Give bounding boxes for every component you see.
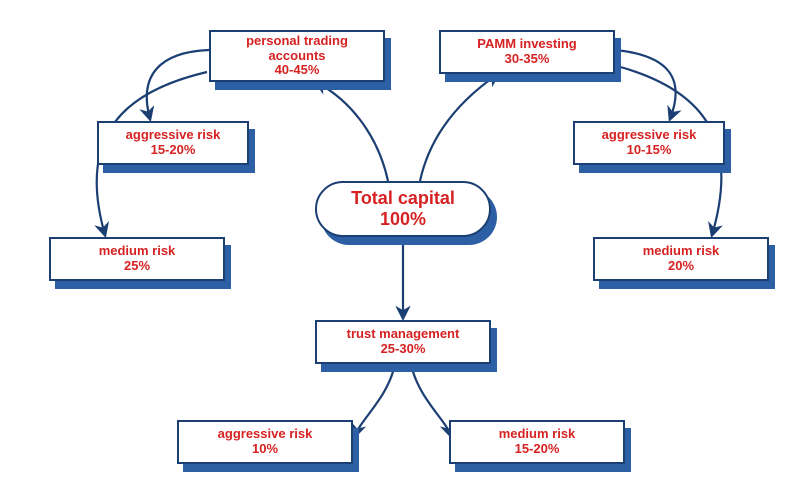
node-box: aggressive risk10% [177,420,353,464]
node-label-line: medium risk [99,243,176,258]
node-agg_b: aggressive risk10% [177,420,353,464]
node-label-line: trust management [347,326,460,341]
node-trust: trust management25-30% [315,320,491,364]
node-box: medium risk15-20% [449,420,625,464]
node-label-line: medium risk [643,243,720,258]
node-label-line: 15-20% [515,441,560,456]
node-pamm: PAMM investing30-35% [439,30,615,74]
node-med_b: medium risk15-20% [449,420,625,464]
node-label: PAMM investing30-35% [477,37,576,67]
node-box: aggressive risk15-20% [97,121,249,165]
node-label: aggressive risk10% [218,427,313,457]
node-label-line: 100% [380,209,426,229]
node-label-line: personal trading [246,33,348,48]
node-box: PAMM investing30-35% [439,30,615,74]
node-label-line: aggressive risk [218,426,313,441]
node-box: medium risk20% [593,237,769,281]
edge-root-pta [316,82,388,181]
node-med_l: medium risk25% [49,237,225,281]
node-label: medium risk20% [643,244,720,274]
node-label: aggressive risk10-15% [602,128,697,158]
node-box: Total capital100% [315,181,491,237]
node-label-line: medium risk [499,426,576,441]
node-box: personal tradingaccounts40-45% [209,30,385,82]
node-label-line: aggressive risk [602,127,697,142]
node-box: trust management25-30% [315,320,491,364]
node-label-line: 30-35% [505,51,550,66]
node-label: Total capital100% [351,188,455,229]
node-label-line: Total capital [351,188,455,208]
node-label-line: 20% [668,258,694,273]
edge-trust-agg_b [355,364,395,436]
edge-pta-agg_l [147,50,209,119]
node-pta: personal tradingaccounts40-45% [209,30,385,82]
node-label-line: 25% [124,258,150,273]
node-agg_l: aggressive risk15-20% [97,121,249,165]
edge-root-pamm [420,74,498,181]
node-med_r: medium risk20% [593,237,769,281]
node-label-line: 10-15% [627,142,672,157]
edge-trust-med_b [411,364,451,436]
node-label-line: 15-20% [151,142,196,157]
node-box: aggressive risk10-15% [573,121,725,165]
node-label-line: 10% [252,441,278,456]
node-label-line: accounts [268,48,325,63]
node-label: medium risk25% [99,244,176,274]
node-label-line: 25-30% [381,341,426,356]
edge-pamm-agg_r [615,50,676,119]
node-label: trust management25-30% [347,327,460,357]
node-label: aggressive risk15-20% [126,128,221,158]
node-label: medium risk15-20% [499,427,576,457]
node-agg_r: aggressive risk10-15% [573,121,725,165]
node-box: medium risk25% [49,237,225,281]
node-label-line: PAMM investing [477,36,576,51]
node-label: personal tradingaccounts40-45% [246,34,348,79]
node-root: Total capital100% [315,181,491,237]
node-label-line: aggressive risk [126,127,221,142]
node-label-line: 40-45% [275,62,320,77]
capital-allocation-diagram: { "type": "flowchart", "canvas": {"w":80… [0,0,800,500]
